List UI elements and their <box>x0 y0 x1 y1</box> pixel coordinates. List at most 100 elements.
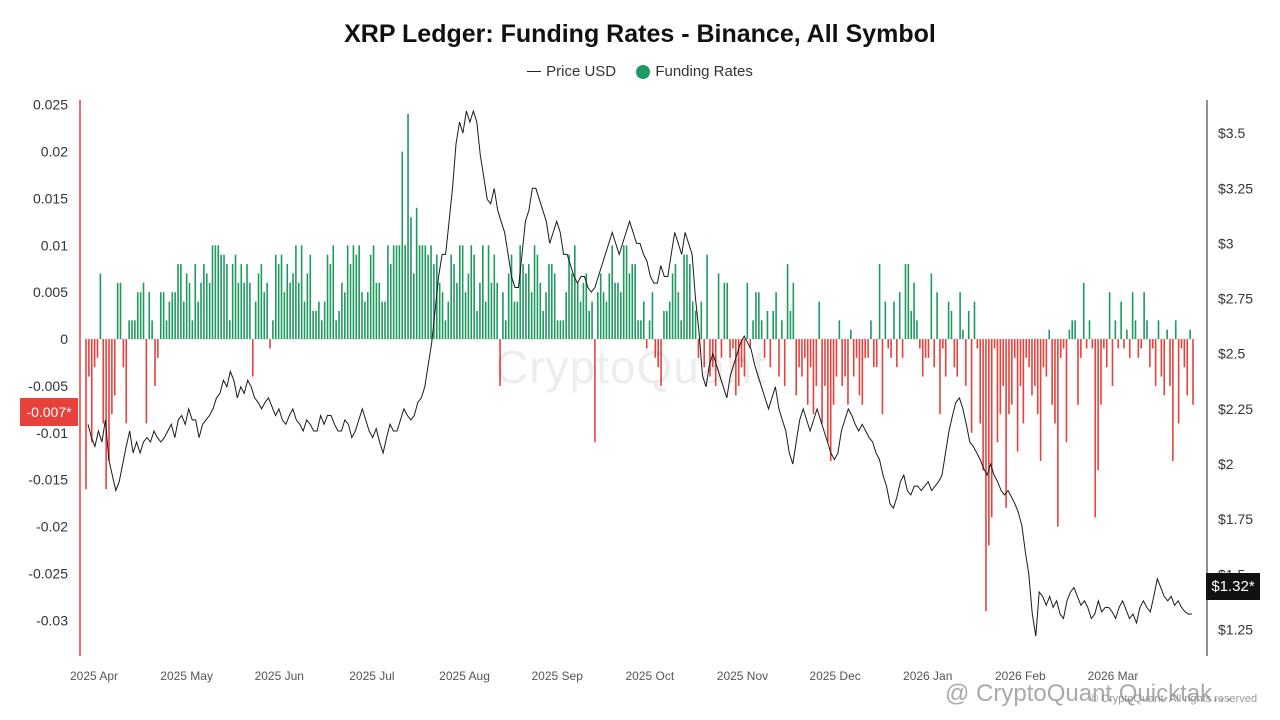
funding-rate-bar <box>530 292 533 340</box>
funding-rate-bar <box>881 339 884 415</box>
funding-rate-bar <box>1172 339 1174 461</box>
funding-rate-bar <box>559 320 562 340</box>
funding-rate-bar <box>806 339 809 405</box>
funding-rate-bar <box>1128 339 1131 358</box>
funding-rate-bar <box>677 292 680 340</box>
current-price-badge: $1.32* <box>1206 573 1260 600</box>
funding-rate-bar <box>1025 339 1028 358</box>
funding-rate-bar <box>898 292 901 340</box>
funding-rate-bar <box>1045 339 1048 377</box>
funding-rate-bar <box>148 292 151 340</box>
legend-item-price[interactable]: Price USD <box>527 63 616 80</box>
funding-rate-bar <box>576 282 579 340</box>
funding-rate-bar <box>286 264 289 340</box>
funding-rate-bar <box>272 320 274 340</box>
funding-rate-bar <box>732 339 734 349</box>
funding-rate-bar <box>873 339 875 368</box>
funding-rate-bar <box>913 282 915 340</box>
funding-rate-bar <box>887 339 890 349</box>
funding-rate-bar <box>953 339 956 368</box>
funding-rate-bar <box>525 273 527 340</box>
funding-rate-bar <box>1192 339 1194 405</box>
funding-rate-bar <box>634 264 636 340</box>
funding-rate-bar <box>988 339 990 546</box>
funding-rate-bar <box>783 339 786 386</box>
funding-rate-bar <box>976 339 979 349</box>
funding-rate-bar <box>588 310 590 340</box>
funding-rate-bar <box>185 273 188 340</box>
funding-rate-bar <box>959 292 961 340</box>
funding-rate-bar <box>269 339 271 349</box>
funding-rate-bar <box>973 301 976 340</box>
funding-rate-bar <box>237 282 240 340</box>
funding-rate-bar <box>769 339 772 368</box>
funding-rate-bar <box>709 339 711 377</box>
funding-rate-bar <box>904 264 907 340</box>
x-tick-label: 2025 Apr <box>70 669 118 683</box>
funding-rate-bar <box>444 320 447 340</box>
x-tick-label: 2025 Jul <box>349 669 394 683</box>
y-right-tick-label: $2.75 <box>1218 291 1253 307</box>
funding-rate-bar <box>418 245 421 340</box>
funding-rate-bar <box>105 339 107 490</box>
y-left-tick-label: 0.005 <box>33 284 68 300</box>
funding-rate-bar <box>297 282 300 340</box>
funding-rate-bar <box>139 292 142 340</box>
funding-rate-bar <box>666 310 668 340</box>
funding-rate-bar <box>1028 339 1030 368</box>
funding-rate-bar <box>134 320 136 340</box>
funding-rate-bar <box>620 292 622 340</box>
funding-rate-bar <box>1100 339 1102 405</box>
funding-rate-bar <box>792 282 795 340</box>
funding-rate-bar <box>329 264 332 340</box>
y-right-tick-label: $2.25 <box>1218 401 1253 417</box>
funding-rate-bar <box>341 282 343 340</box>
funding-rate-bar <box>691 301 694 340</box>
legend-item-funding[interactable]: Funding Rates <box>636 63 753 80</box>
funding-rate-bar <box>116 282 119 340</box>
funding-rate-bar <box>96 339 99 358</box>
funding-rate-bar <box>165 320 168 340</box>
repost-attribution: @ CryptoQuant Quicktak... <box>945 680 1233 707</box>
funding-rate-bar <box>599 273 602 340</box>
funding-rate-bar <box>979 339 982 424</box>
funding-rate-bar <box>214 245 217 340</box>
funding-rate-bar <box>565 292 567 340</box>
funding-rate-bar <box>746 282 749 340</box>
funding-rate-bar <box>1117 339 1120 349</box>
funding-rate-bar <box>562 320 565 340</box>
funding-rate-bar <box>1105 339 1108 368</box>
funding-rate-bar <box>694 310 697 340</box>
funding-rate-bar <box>1163 339 1166 396</box>
funding-rate-bar <box>197 301 199 340</box>
funding-rate-bar <box>818 301 821 340</box>
funding-rate-bar <box>355 254 358 340</box>
funding-rate-bar <box>870 320 872 340</box>
funding-rate-bar <box>438 282 441 340</box>
funding-rate-bar <box>1137 339 1140 358</box>
funding-rate-bar <box>924 339 927 358</box>
funding-rate-bar <box>579 301 582 340</box>
funding-rate-bar <box>473 254 475 340</box>
funding-rate-bar <box>841 339 844 386</box>
y-left-tick-label: 0.02 <box>41 144 68 160</box>
funding-rate-bar <box>850 329 852 340</box>
funding-rate-bar <box>159 292 162 340</box>
funding-rate-bar <box>125 339 128 424</box>
funding-rate-bar <box>522 264 524 340</box>
funding-rate-bar <box>200 282 202 340</box>
legend-label-funding: Funding Rates <box>655 62 753 80</box>
funding-rate-bar <box>1088 320 1091 340</box>
funding-rate-bar <box>967 310 970 340</box>
funding-rate-bar <box>338 310 340 340</box>
funding-rate-bar <box>378 282 381 340</box>
funding-rate-bar <box>815 339 818 386</box>
funding-rate-bar <box>597 292 599 340</box>
funding-rate-bar <box>921 339 924 377</box>
funding-rate-bar <box>760 320 763 340</box>
funding-rate-bar <box>939 339 941 415</box>
funding-rate-bar <box>545 292 547 340</box>
funding-rate-bar <box>947 301 950 340</box>
funding-rate-bar <box>861 339 864 405</box>
